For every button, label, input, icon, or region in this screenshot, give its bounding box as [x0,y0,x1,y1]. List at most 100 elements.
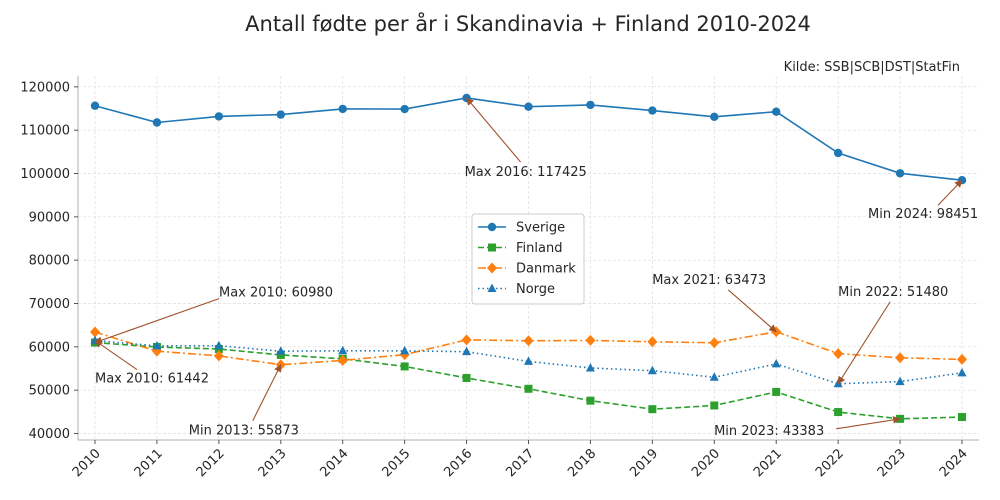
y-tick-label: 60000 [29,340,70,355]
data-point-marker [213,350,224,362]
data-point-marker [214,340,224,350]
y-tick-label: 40000 [29,427,70,442]
data-point-marker [772,387,781,396]
annotation-arrow [837,301,891,385]
y-tick-label: 80000 [29,254,70,269]
data-point-marker [586,100,595,110]
data-point-marker [276,346,286,355]
data-point-marker [710,401,719,410]
x-tick-label: 2022 [813,446,847,480]
x-tick-label: 2023 [875,446,909,480]
annotation-arrow [937,179,963,206]
x-tick-label: 2021 [751,446,785,480]
data-point-marker [524,102,533,111]
annotation-label: Max 2010: 61442 [95,372,209,387]
annotation-label: Max 2016: 117425 [465,165,587,180]
y-tick-label: 70000 [29,297,70,312]
annotation-arrow [727,289,777,333]
data-point-marker [648,405,657,414]
data-point-marker [487,222,497,232]
legend-label: Finland [516,241,562,256]
data-point-marker [214,112,224,121]
data-point-marker [710,112,719,122]
legend-item-norge: Norge [478,282,555,297]
source-label: Kilde: SSB|SCB|DST|StatFin [783,60,960,75]
legend-item-danmark: Danmark [478,262,576,277]
data-point-marker [461,334,472,346]
data-point-marker [488,243,496,252]
data-point-marker [647,365,657,375]
data-point-marker [487,262,497,274]
y-tick-label: 120000 [20,80,70,95]
y-tick-label: 90000 [29,210,70,225]
series-line [94,339,963,385]
data-point-marker [895,376,905,386]
x-tick-label: 2010 [70,446,104,480]
y-tick-label: 50000 [29,384,70,399]
data-point-marker [487,283,497,292]
data-point-marker [338,345,348,355]
series-sverige [90,93,967,185]
data-point-marker [709,337,720,349]
data-point-marker [524,384,533,393]
annotation: Max 2010: 60980 [94,286,333,344]
x-tick-label: 2024 [937,446,971,480]
data-point-marker [524,356,533,365]
data-point-marker [400,362,409,371]
annotation-arrow [94,340,138,371]
data-point-marker [895,352,906,364]
annotation: Min 2024: 98451 [868,179,978,222]
annotation: Max 2016: 117425 [465,97,587,180]
annotation-layer: Max 2016: 117425 Min 2024: 98451 Max 2010:… [94,97,978,439]
series-layer [90,93,967,423]
legend-box [471,213,585,305]
chart-title: Antall fødte per år i Skandinavia + Finl… [245,12,811,36]
data-point-marker [90,101,100,110]
x-tick-label: 2019 [627,446,661,480]
data-point-marker [338,104,347,114]
data-point-marker [833,148,843,158]
annotation-label: Min 2013: 55873 [189,424,299,439]
data-point-marker [462,373,471,382]
x-tick-label: 2015 [379,446,413,480]
x-tick-label: 2016 [441,446,475,480]
annotation: Min 2022: 51480 [837,285,948,385]
series-norge [90,335,967,388]
data-point-marker [400,345,410,355]
annotation-label: Min 2024: 98451 [868,207,978,222]
annotation-label: Min 2022: 51480 [838,285,948,300]
data-point-marker [90,326,100,338]
annotation-label: Max 2010: 60980 [219,286,333,301]
legend-label: Norge [516,282,555,297]
data-point-marker [895,169,905,178]
data-point-marker [771,358,781,368]
legend: Sverige Finland Danmark Norge [471,213,585,305]
data-point-marker [958,413,966,422]
data-point-marker [709,372,719,381]
y-tick-label: 110000 [20,124,70,139]
annotation: Min 2013: 55873 [189,364,299,439]
annotation: Max 2010: 61442 [94,340,209,387]
data-point-marker [957,367,967,377]
data-point-marker [957,353,967,365]
x-tick-label: 2013 [256,446,290,480]
data-point-marker [648,106,657,115]
annotation-arrow [94,298,220,344]
legend-item-finland: Finland [478,241,562,256]
data-point-marker [647,336,658,348]
data-point-marker [772,107,781,116]
data-point-marker [585,362,595,372]
annotation-label: Max 2021: 63473 [652,273,766,288]
data-point-marker [833,348,844,360]
data-point-marker [276,110,285,119]
legend-item-sverige: Sverige [478,221,565,236]
data-point-marker [523,335,534,347]
x-tick-label: 2020 [689,446,723,480]
y-tick-label: 100000 [20,167,70,182]
data-point-marker [400,104,409,114]
data-point-marker [276,350,285,359]
data-point-marker [834,408,843,417]
x-tick-label: 2018 [565,446,599,480]
